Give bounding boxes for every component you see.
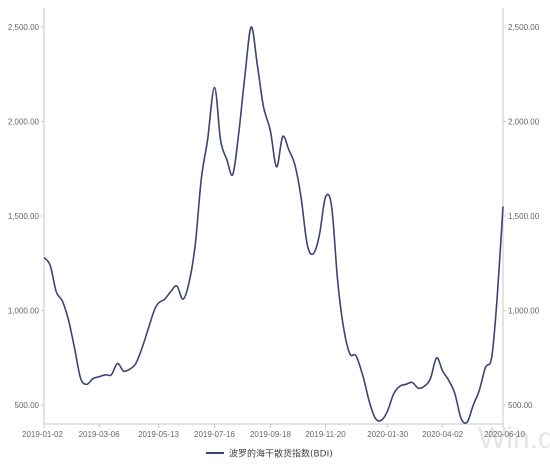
y-tick-label-right: 1,500.00 <box>508 212 540 221</box>
y-tick-label-left: 2,500.00 <box>8 23 40 32</box>
y-tick-label-right: 500.00 <box>508 401 533 410</box>
x-tick-label: 2019-11-20 <box>305 430 346 439</box>
x-tick-label: 2019-05-13 <box>138 430 179 439</box>
x-tick-label: 2020-01-30 <box>367 430 408 439</box>
y-tick-label-left: 1,500.00 <box>8 212 40 221</box>
x-axis-ticks: 2019-01-02 2019-03-06 2019-05-13 2019-07-16… <box>22 424 526 439</box>
x-tick-label: 2019-07-16 <box>194 430 235 439</box>
legend: 波罗的海干散货指数(BDI) <box>206 448 333 460</box>
series-layer <box>43 26 504 424</box>
x-tick-label: 2020-04-02 <box>422 430 463 439</box>
y-tick-label-left: 500.00 <box>15 401 40 410</box>
x-tick-label: 2019-01-02 <box>22 430 63 439</box>
y-axis-left-ticks: 500.00 1,000.00 1,500.00 2,000.00 2,500.00 <box>8 23 44 410</box>
bdi-series-line <box>43 26 504 424</box>
y-tick-label-left: 2,000.00 <box>8 117 40 126</box>
x-tick-label: 2019-09-18 <box>250 430 291 439</box>
x-tick-label: 2020-06-10 <box>484 430 525 439</box>
wind-watermark: Win.d <box>478 422 550 455</box>
y-axis-right-ticks: 500.00 1,000.00 1,500.00 2,000.00 2,500.00 <box>503 23 540 410</box>
x-tick-label: 2019-03-06 <box>79 430 120 439</box>
y-tick-label-right: 2,000.00 <box>508 117 540 126</box>
y-tick-label-right: 1,000.00 <box>508 307 540 316</box>
y-tick-label-right: 2,500.00 <box>508 23 540 32</box>
y-tick-label-left: 1,000.00 <box>8 307 40 316</box>
legend-label: 波罗的海干散货指数(BDI) <box>229 448 333 460</box>
